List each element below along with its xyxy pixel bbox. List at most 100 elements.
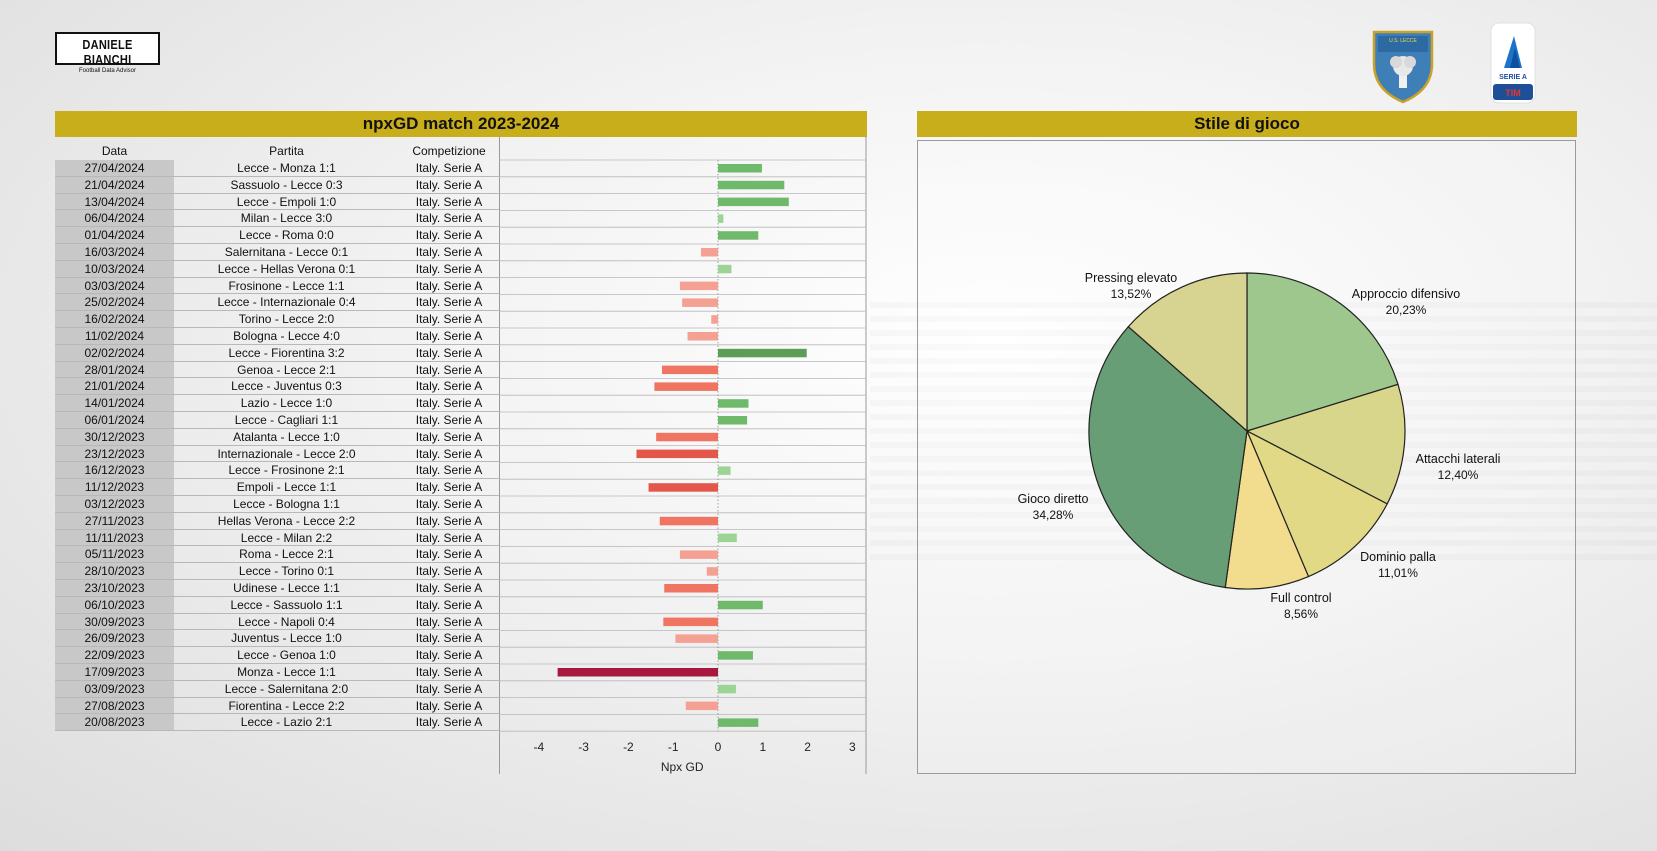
row-match: Monza - Lecce 1:1 (237, 664, 336, 679)
table-row: 06/01/2024 Lecce - Cagliari 1:1 Italy. Ser… (55, 411, 499, 429)
table-row: 20/08/2023 Lecce - Lazio 2:1 Italy. Serie … (55, 714, 499, 732)
brand-logo: DANIELE BIANCHI Football Data Advisor (55, 32, 160, 74)
npxgd-bar (679, 550, 718, 559)
table-row: 28/01/2024 Genoa - Lecce 2:1 Italy. Serie … (55, 361, 499, 379)
row-match: Lecce - Frosinone 2:1 (228, 463, 345, 478)
lecce-crest-text: U.S. LECCE (1389, 38, 1417, 44)
playstyle-pie-chart: Approccio difensivo 20,23% Attacchi latera… (1018, 271, 1501, 621)
npxgd-bar-chart: -4 -3 -2 -1 0 1 2 3 Npx GD (499, 136, 867, 774)
header-date: Data (101, 144, 128, 158)
row-match: Lecce - Internazionale 0:4 (217, 295, 356, 310)
table-row: 27/08/2023 Fiorentina - Lecce 2:2 Italy. S… (55, 697, 499, 715)
table-row: 30/12/2023 Atalanta - Lecce 1:0 Italy. Ser… (55, 428, 499, 446)
row-date: 03/03/2024 (55, 277, 174, 294)
row-date: 11/11/2023 (55, 529, 174, 546)
pie-slice-label: Pressing elevato (1085, 271, 1177, 285)
row-match: Lecce - Genoa 1:0 (237, 648, 336, 663)
table-row: 03/12/2023 Lecce - Bologna 1:1 Italy. Seri… (55, 495, 499, 513)
row-date: 27/11/2023 (55, 512, 174, 529)
npxgd-bar (718, 533, 737, 543)
row-competition: Italy. Serie A (415, 228, 483, 243)
x-tick-label: -1 (668, 740, 679, 754)
row-date: 22/09/2023 (55, 647, 174, 663)
row-match: Atalanta - Lecce 1:0 (233, 429, 340, 444)
table-row: 17/09/2023 Monza - Lecce 1:1 Italy. Serie … (55, 663, 499, 681)
npxgd-bar (662, 365, 718, 375)
row-date: 17/09/2023 (55, 663, 174, 680)
npxgd-bar (654, 382, 718, 391)
row-competition: Italy. Serie A (415, 362, 483, 377)
row-match: Lecce - Torino 0:1 (238, 564, 335, 579)
table-row: 11/11/2023 Lecce - Milan 2:2 Italy. Serie … (55, 529, 499, 547)
row-competition: Italy. Serie A (415, 161, 483, 175)
npxgd-bar (648, 483, 718, 492)
npxgd-bar (718, 197, 789, 207)
table-row: 03/03/2024 Frosinone - Lecce 1:1 Italy. Se… (55, 277, 499, 295)
npxgd-bar (706, 567, 718, 576)
row-match: Milan - Lecce 3:0 (240, 211, 333, 226)
row-competition: Italy. Serie A (415, 614, 483, 629)
x-tick-label: -2 (623, 740, 634, 754)
row-competition: Italy. Serie A (415, 244, 483, 259)
serie-a-text: SERIE A (1499, 74, 1527, 81)
row-date: 30/12/2023 (55, 428, 174, 445)
row-date: 03/12/2023 (55, 495, 174, 512)
row-match: Genoa - Lecce 2:1 (237, 362, 336, 377)
row-date: 10/03/2024 (55, 260, 174, 277)
row-competition: Italy. Serie A (415, 261, 483, 276)
table-row: 02/02/2024 Lecce - Fiorentina 3:2 Italy. S… (55, 344, 499, 362)
row-match: Internazionale - Lecce 2:0 (217, 446, 356, 461)
pie-slice-value: 34,28% (1033, 508, 1074, 522)
header-competition: Competizione (412, 144, 486, 158)
pie-slice-label: Approccio difensivo (1352, 287, 1460, 301)
row-match: Juventus - Lecce 1:0 (231, 631, 342, 646)
x-tick-label: 2 (804, 740, 811, 754)
pie-slice (1246, 272, 1399, 432)
npxgd-bar (718, 684, 736, 694)
row-competition: Italy. Serie A (415, 177, 483, 192)
table-row: 03/09/2023 Lecce - Salernitana 2:0 Italy. … (55, 680, 499, 698)
row-competition: Italy. Serie A (415, 295, 483, 310)
row-match: Lecce - Lazio 2:1 (240, 715, 333, 730)
table-row: 13/04/2024 Lecce - Empoli 1:0 Italy. Serie… (55, 193, 499, 211)
npxgd-bar (718, 399, 749, 408)
row-competition: Italy. Serie A (415, 496, 483, 511)
table-row: 27/04/2024 Lecce - Monza 1:1 Italy. Serie … (55, 160, 499, 177)
row-date: 20/08/2023 (55, 714, 174, 731)
table-row: 23/10/2023 Udinese - Lecce 1:1 Italy. Seri… (55, 579, 499, 597)
pie-slice-value: 12,40% (1438, 468, 1479, 482)
row-competition: Italy. Serie A (415, 580, 483, 595)
row-competition: Italy. Serie A (415, 631, 483, 646)
row-match: Lecce - Fiorentina 3:2 (228, 345, 345, 360)
row-match: Lecce - Juventus 0:3 (231, 379, 342, 394)
x-tick-label: -3 (578, 740, 589, 754)
row-match: Lecce - Hellas Verona 0:1 (217, 261, 356, 276)
row-date: 28/01/2024 (55, 361, 174, 378)
serie-a-logo: SERIE A TIM (1490, 22, 1536, 104)
pie-slice (1088, 325, 1248, 589)
brand-tagline: Football Data Advisor (78, 68, 137, 74)
row-match: Fiorentina - Lecce 2:2 (228, 698, 345, 713)
row-competition: Italy. Serie A (415, 513, 483, 528)
row-competition: Italy. Serie A (415, 194, 483, 209)
row-date: 21/01/2024 (55, 378, 174, 395)
row-date: 27/08/2023 (55, 697, 174, 714)
row-match: Lecce - Salernitana 2:0 (224, 681, 349, 696)
x-axis-label: Npx GD (661, 760, 704, 774)
row-match: Lecce - Sassuolo 1:1 (230, 597, 343, 612)
npxgd-bar (679, 281, 718, 291)
row-match: Frosinone - Lecce 1:1 (228, 278, 345, 293)
npxgd-bar (718, 718, 759, 727)
table-row: 11/12/2023 Empoli - Lecce 1:1 Italy. Serie… (55, 479, 499, 496)
pie-slice-label: Gioco diretto (1018, 492, 1089, 506)
row-date: 23/12/2023 (55, 445, 174, 462)
lecce-crest-logo: U.S. LECCE (1372, 30, 1434, 104)
row-match: Roma - Lecce 2:1 (239, 547, 334, 562)
npxgd-bar (663, 617, 718, 627)
table-row: 16/02/2024 Torino - Lecce 2:0 Italy. Serie… (55, 311, 499, 328)
row-match: Lecce - Milan 2:2 (240, 530, 333, 545)
npxgd-bar (718, 466, 731, 475)
table-row: 16/03/2024 Salernitana - Lecce 0:1 Italy. … (55, 243, 499, 261)
table-body: 27/04/2024 Lecce - Monza 1:1 Italy. Serie … (55, 160, 499, 732)
row-match: Hellas Verona - Lecce 2:2 (217, 513, 356, 528)
